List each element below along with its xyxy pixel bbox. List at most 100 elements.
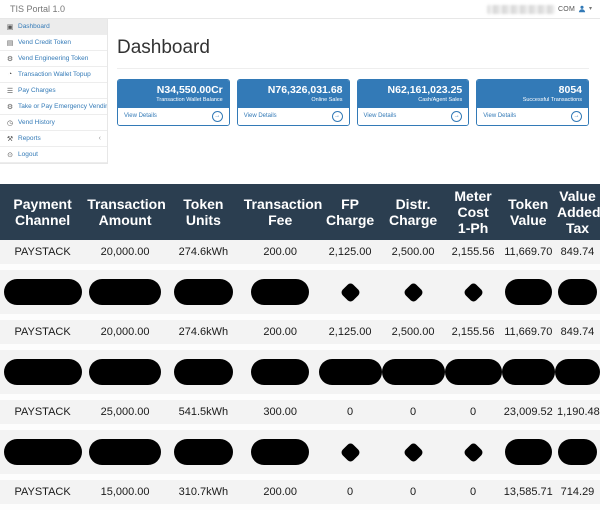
redacted-value [381,359,445,386]
table-cell: 2,125.00 [318,240,382,271]
redacted-value [174,359,233,386]
page-title: Dashboard [117,37,589,69]
table-cell [318,267,382,321]
table-cell: 274.6kWh [164,317,242,351]
table-cell: 274.6kWh [164,240,242,271]
redacted-value [3,279,82,306]
redacted-value [557,279,598,306]
column-header-transaction-amount: Transaction Amount [85,184,166,241]
table-cell: 20,000.00 [85,317,165,351]
table-cell [381,347,445,401]
sidebar-item-label: Vend History [18,119,55,126]
table-row: PAYSTACK 25,000.00 541.5kWh 300.00 0 0 0 23,009… [0,397,600,431]
user-menu[interactable]: COM ▾ [487,4,592,14]
table-cell: PAYSTACK [0,397,86,431]
main-content: Dashboard N34,550.00Cr Transaction Wallet… [108,19,600,184]
table-cell [444,267,502,321]
stat-card-cash-agent-sales: N62,161,023.25 Cash/Agent Sales View Detai… [356,79,470,126]
table-cell [164,267,242,321]
redacted-username [487,4,556,14]
sidebar-item-pay-charges[interactable]: ☰ Pay Charges [0,83,107,99]
table-cell [381,427,445,481]
table-cell: 0 [444,477,502,510]
stat-card-header: N62,161,023.25 Cash/Agent Sales [357,80,469,108]
table-cell: 2,155.56 [444,240,502,271]
sidebar-item-reports[interactable]: ⚒ Reports ‹ [0,131,107,147]
table-cell: 541.5kWh [164,397,242,431]
table-cell [554,267,600,321]
table-cell [0,347,86,401]
brand-link[interactable]: TIS Portal 1.0 [10,4,66,14]
view-details-link[interactable]: View Details → [477,107,588,125]
sidebar-item-vend-history[interactable]: ◷ Vend History [0,115,107,131]
redacted-value [174,439,233,466]
sidebar-item-dashboard[interactable]: ▣ Dashboard [0,19,107,35]
column-header-fp-charge: FP Charge [318,184,382,241]
redacted-value [251,359,310,386]
table-cell [241,427,319,481]
table-cell: 310.7kWh [164,477,242,510]
table-cell [241,347,319,401]
table-cell: 0 [318,477,382,510]
view-details-link[interactable]: View Details → [237,107,349,125]
sidebar-item-vend-engineering-token[interactable]: ⚙ Vend Engineering Token [0,51,107,67]
gauge-icon: ◔ [7,71,13,78]
top-navbar: TIS Portal 1.0 COM ▾ [0,0,600,19]
table-cell: PAYSTACK [0,240,86,271]
redacted-value [251,279,310,306]
view-details-link[interactable]: View Details → [357,107,469,125]
table-cell: 11,669.70 [501,240,555,271]
chevron-down-icon: ▾ [588,6,592,12]
sidebar-item-vend-credit-token[interactable]: ▤ Vend Credit Token [0,35,107,51]
dashboard-icon: ▣ [6,23,14,31]
table-row-redacted [0,427,600,481]
user-label: COM [558,5,575,13]
table-cell: 0 [381,397,445,431]
table-header-row: Payment Channel Transaction Amount Token U… [0,184,600,241]
redacted-value [88,359,162,386]
table-cell [444,427,502,481]
sidebar-item-label: Transaction Wallet Topup [18,71,91,78]
stat-card-header: N34,550.00Cr Transaction Wallet Balance [118,80,229,108]
table-cell [85,267,165,321]
table-row: PAYSTACK 15,000.00 310.7kWh 200.00 0 0 0 13,585… [0,477,600,510]
column-header-value-added: Value Added Tax [554,184,600,241]
table-cell [381,267,445,321]
stat-card-label: Online Sales [311,97,343,104]
redacted-value [251,439,310,466]
sidebar-item-label: Logout [18,151,38,158]
stat-card-header: 8054 Successful Transactions [477,80,588,108]
redacted-value [462,281,484,303]
table-cell: 0 [318,397,382,431]
arrow-circle-icon: → [451,110,463,122]
redacted-value [3,439,82,466]
view-details-label: View Details [483,113,517,120]
power-icon: ⊙ [7,151,13,159]
cogs-icon: ⚙ [6,103,14,111]
stat-card-label: Successful Transactions [522,97,582,104]
cogs-icon: ⚙ [6,55,14,63]
table-cell: 1,190.48 [554,397,600,431]
table-cell: 23,009.52 [501,397,555,431]
redacted-value [3,359,82,386]
table-cell: 13,585.71 [501,477,555,510]
table-cell [501,427,555,481]
sidebar-item-transaction-wallet-topup[interactable]: ◔ Transaction Wallet Topup [0,67,107,83]
table-cell: 2,155.56 [444,317,502,351]
column-header-token-value: Token Value [501,184,555,241]
table-cell: 849.74 [554,317,600,351]
table-cell: 849.74 [554,240,600,271]
table-row-redacted [0,267,600,321]
sidebar-item-label: Vend Credit Token [18,39,71,46]
view-details-link[interactable]: View Details → [118,107,229,125]
column-header-payment-channel: Payment Channel [0,184,86,241]
sidebar-item-take-or-pay-emergency-vending[interactable]: ⚙ Take or Pay Emergency Vending [0,99,107,115]
sidebar-item-label: Dashboard [18,23,50,30]
stat-card-value: N76,326,031.68 [267,84,343,96]
table-cell [85,427,165,481]
table-cell: 2,500.00 [381,240,445,271]
user-icon [578,5,586,13]
redacted-value [402,441,424,463]
column-header-distr-charge: Distr. Charge [381,184,445,241]
sidebar-item-logout[interactable]: ⊙ Logout [0,147,107,163]
